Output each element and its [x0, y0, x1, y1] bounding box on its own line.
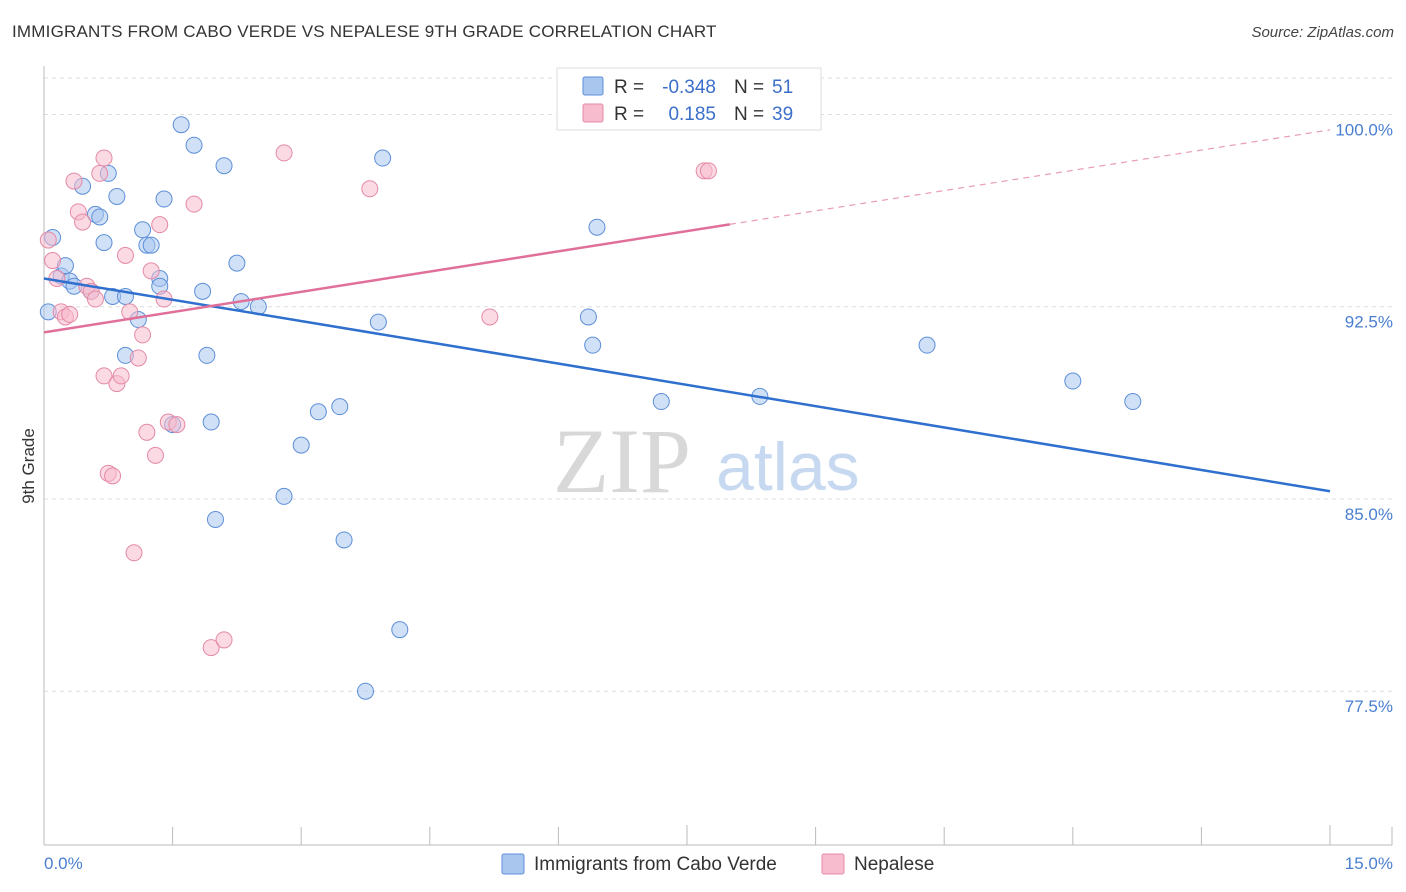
- y-tick-label: 92.5%: [1345, 313, 1393, 332]
- point-cabo-verde: [228, 254, 246, 272]
- legend-r-value-pink: 0.185: [668, 104, 716, 125]
- point-nepalese: [39, 231, 57, 249]
- point-cabo-verde: [357, 682, 374, 700]
- point-nepalese: [134, 326, 152, 344]
- point-cabo-verde: [91, 208, 109, 226]
- point-cabo-verde: [374, 149, 392, 167]
- point-cabo-verde: [391, 621, 409, 639]
- point-cabo-verde: [918, 336, 936, 354]
- point-nepalese: [104, 467, 122, 485]
- point-cabo-verde: [335, 531, 353, 549]
- point-nepalese: [142, 262, 160, 280]
- x-tick-label: 0.0%: [44, 854, 83, 873]
- series-cabo-verde-points: [39, 116, 1142, 700]
- point-cabo-verde: [95, 234, 113, 252]
- point-nepalese: [95, 367, 113, 385]
- point-nepalese: [151, 216, 169, 234]
- point-nepalese: [138, 423, 156, 441]
- y-tick-label: 85.0%: [1345, 505, 1393, 524]
- point-cabo-verde: [588, 218, 606, 236]
- grid-lines: [44, 77, 1392, 692]
- chart-title: IMMIGRANTS FROM CABO VERDE VS NEPALESE 9…: [12, 22, 717, 41]
- point-cabo-verde: [1124, 393, 1142, 411]
- legend-n-value-pink: 39: [772, 104, 793, 125]
- y-tick-label: 100.0%: [1335, 120, 1393, 139]
- point-cabo-verde: [202, 413, 220, 431]
- legend-r-label-pink: R =: [614, 104, 644, 125]
- point-nepalese: [168, 416, 186, 434]
- bottom-legend: Immigrants from Cabo Verde Nepalese: [501, 853, 934, 875]
- legend-r-value-blue: -0.348: [662, 77, 716, 98]
- point-nepalese: [361, 180, 379, 198]
- x-tick-label: 15.0%: [1345, 854, 1393, 873]
- point-nepalese: [95, 149, 113, 167]
- legend-swatch-blue: [582, 76, 604, 96]
- axes: [43, 66, 1393, 846]
- point-nepalese: [86, 290, 104, 308]
- legend: R = -0.348 N = 51 R = 0.185 N = 39: [556, 67, 822, 131]
- point-cabo-verde: [155, 190, 173, 208]
- point-cabo-verde: [331, 398, 349, 416]
- point-nepalese: [116, 246, 134, 264]
- trend-line-nepalese-extension: [729, 129, 1331, 225]
- point-cabo-verde: [1064, 372, 1082, 390]
- tick-labels: 100.0% 92.5% 85.0% 77.5% 0.0% 15.0%: [44, 120, 1393, 873]
- point-cabo-verde: [275, 487, 293, 505]
- legend-n-label-pink: N =: [734, 104, 764, 125]
- bottom-legend-label-blue: Immigrants from Cabo Verde: [534, 854, 777, 875]
- point-nepalese: [275, 144, 293, 162]
- point-nepalese: [125, 544, 143, 562]
- point-cabo-verde: [369, 313, 387, 331]
- point-nepalese: [61, 305, 79, 323]
- bottom-legend-swatch-pink: [821, 853, 845, 875]
- legend-n-value-blue: 51: [772, 77, 793, 98]
- point-nepalese: [699, 162, 717, 180]
- point-cabo-verde: [652, 393, 670, 411]
- point-nepalese: [481, 308, 499, 326]
- bottom-legend-swatch-blue: [501, 853, 525, 875]
- legend-n-label-blue: N =: [734, 77, 764, 98]
- legend-r-label-blue: R =: [614, 77, 644, 98]
- legend-swatch-pink: [582, 103, 604, 123]
- point-cabo-verde: [309, 403, 327, 421]
- watermark-zip: ZIP: [553, 410, 691, 512]
- point-cabo-verde: [584, 336, 602, 354]
- point-cabo-verde: [215, 157, 233, 175]
- point-nepalese: [215, 631, 233, 649]
- point-cabo-verde: [108, 187, 126, 205]
- point-cabo-verde: [292, 436, 310, 454]
- point-nepalese: [65, 172, 83, 190]
- series-nepalese-points: [39, 144, 717, 657]
- watermark-atlas: atlas: [716, 429, 860, 505]
- trend-lines: [43, 129, 1331, 493]
- point-nepalese: [74, 213, 92, 231]
- point-cabo-verde: [185, 136, 203, 154]
- point-cabo-verde: [194, 282, 212, 300]
- y-tick-label: 77.5%: [1345, 697, 1393, 716]
- bottom-legend-label-pink: Nepalese: [854, 854, 934, 875]
- point-nepalese: [146, 446, 164, 464]
- y-axis-label: 9th Grade: [19, 428, 38, 504]
- point-nepalese: [112, 367, 130, 385]
- point-cabo-verde: [172, 116, 190, 134]
- point-cabo-verde: [206, 510, 224, 528]
- trend-line-nepalese: [43, 223, 731, 334]
- point-cabo-verde: [134, 221, 152, 239]
- point-nepalese: [129, 349, 147, 367]
- point-nepalese: [185, 195, 203, 213]
- point-nepalese: [91, 164, 109, 182]
- point-cabo-verde: [142, 236, 160, 254]
- source-label: Source: ZipAtlas.com: [1251, 24, 1394, 41]
- point-nepalese: [202, 639, 220, 657]
- trend-line-cabo-verde: [43, 277, 1331, 493]
- point-nepalese: [44, 252, 62, 270]
- point-cabo-verde: [198, 346, 216, 364]
- point-cabo-verde: [579, 308, 597, 326]
- watermark: ZIP atlas: [553, 410, 860, 512]
